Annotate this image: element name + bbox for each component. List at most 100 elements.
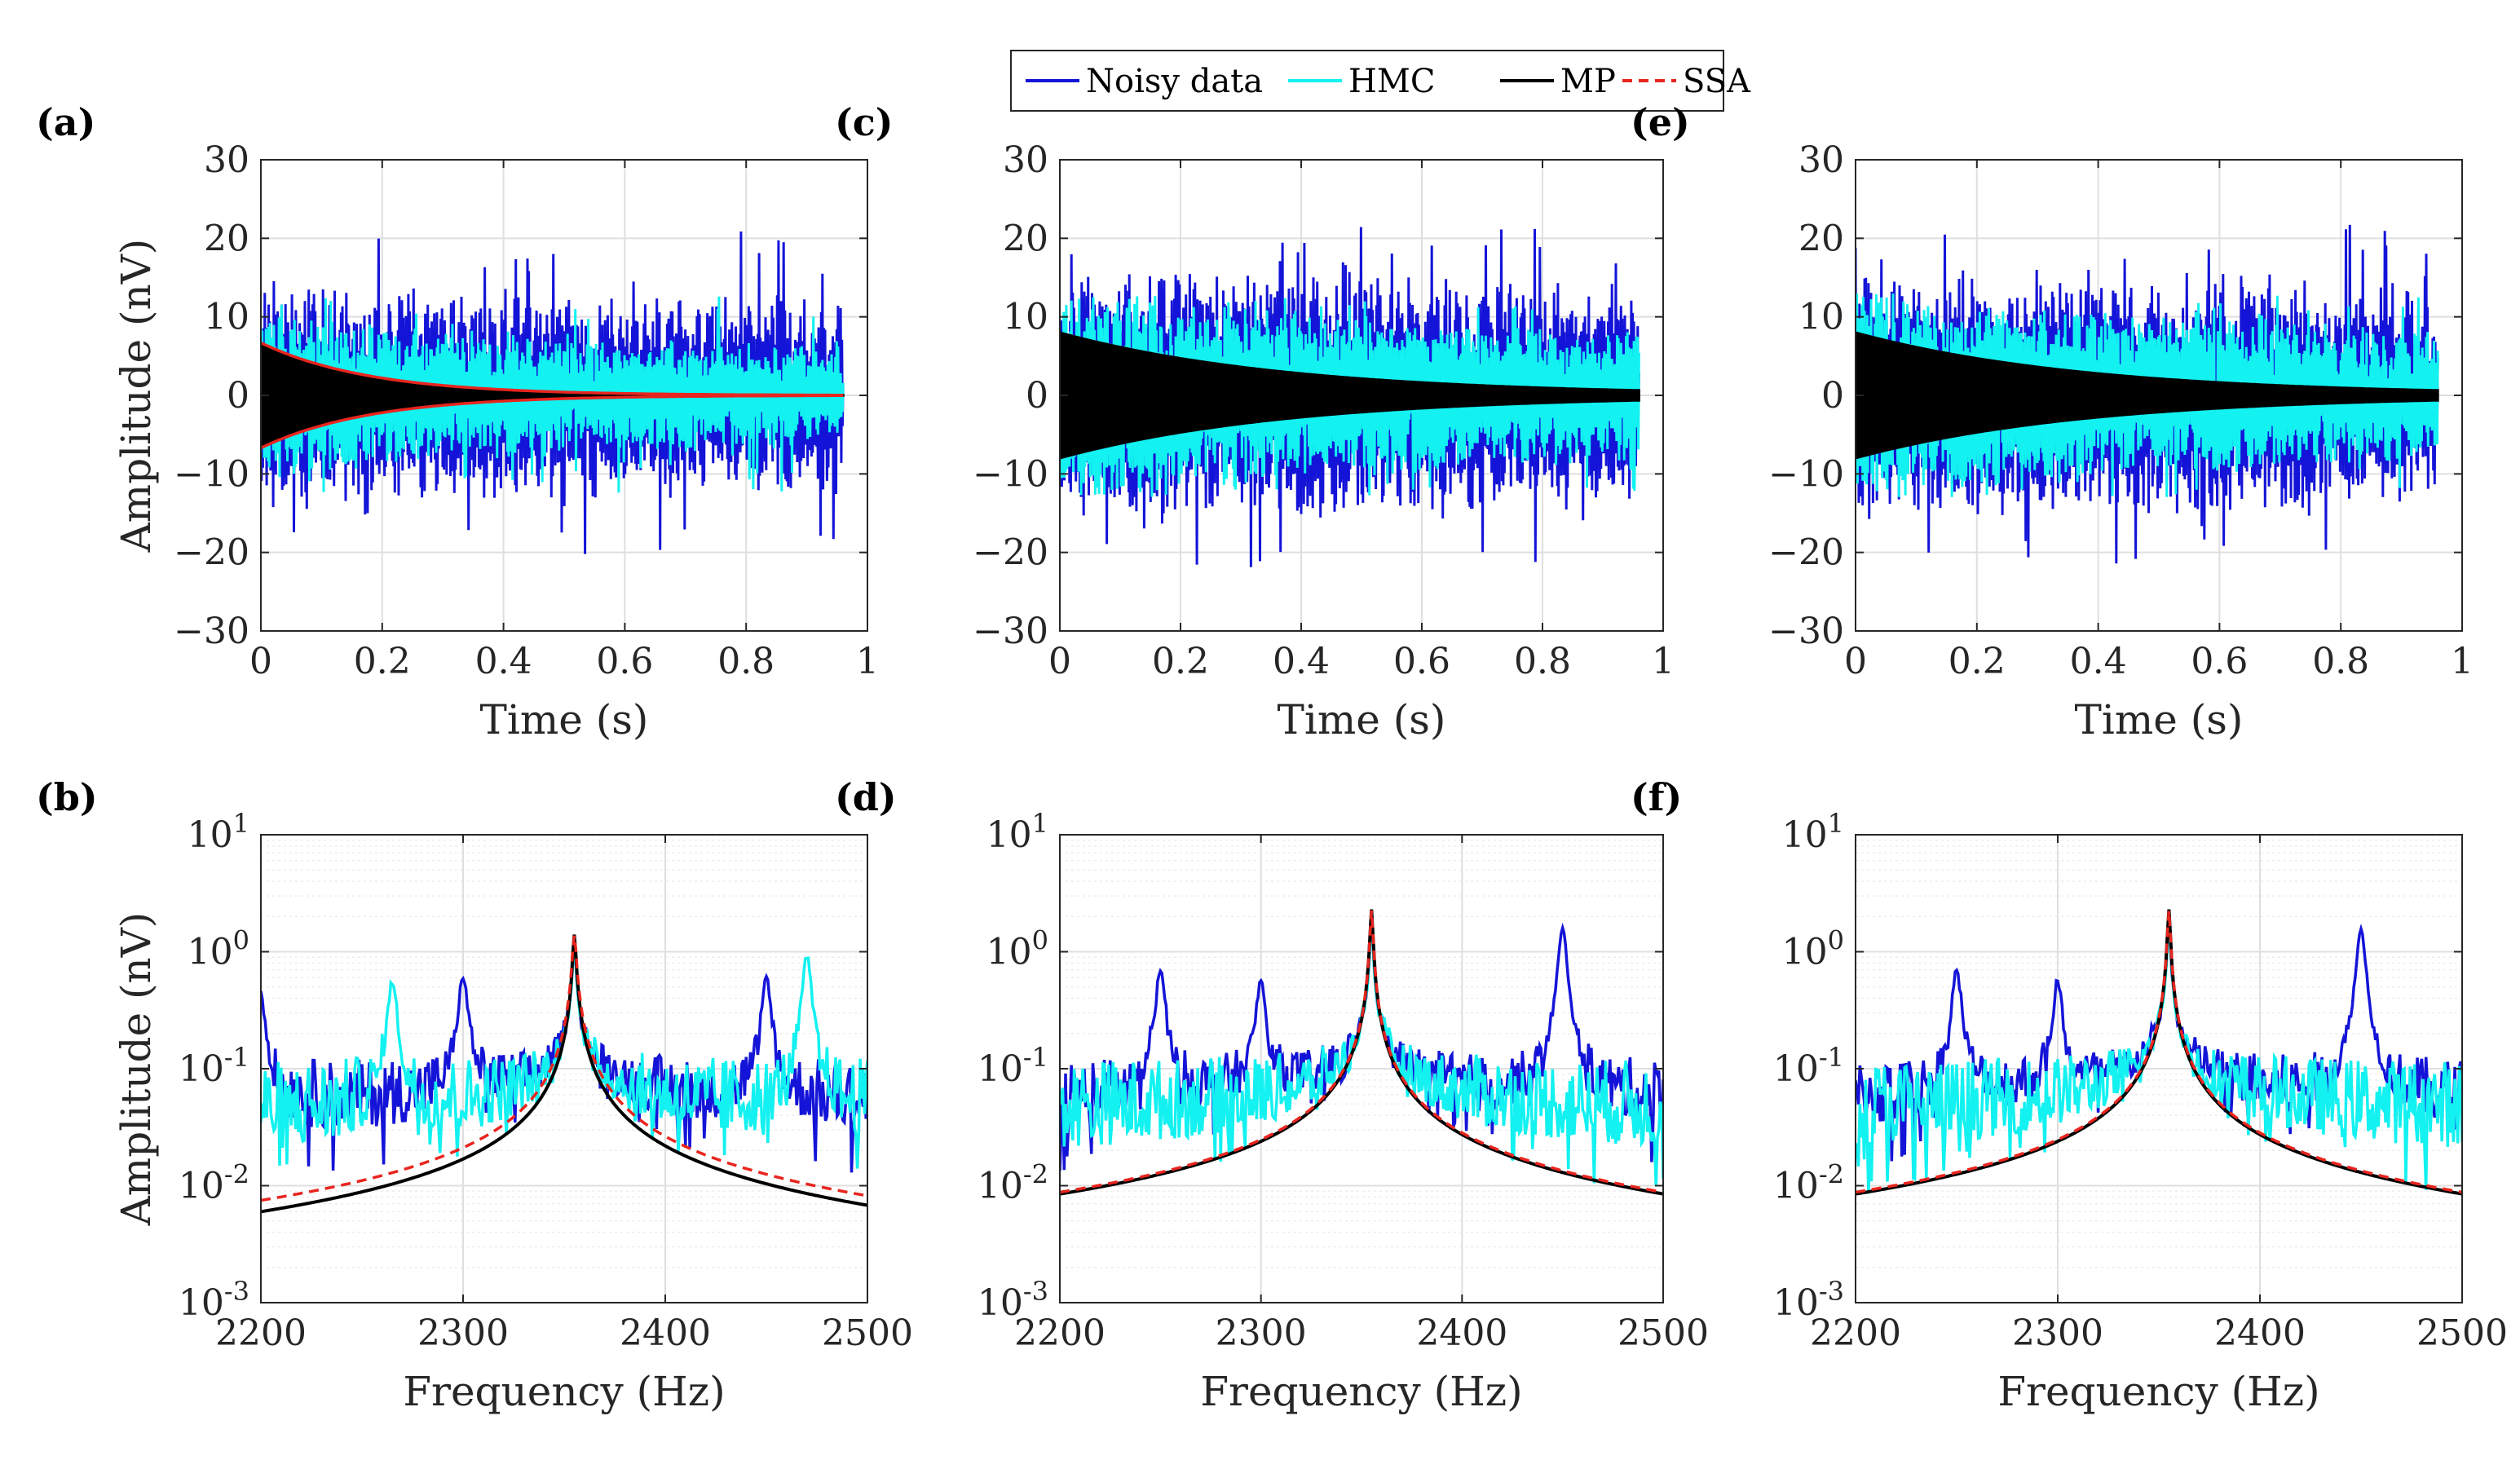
x-tick-label: 0.6: [2191, 641, 2248, 682]
series-mp: [1856, 331, 2439, 460]
x-tick-label: 2300: [1216, 1312, 1307, 1354]
x-tick-label: 0.4: [475, 641, 532, 682]
x-tick-label: 0.8: [2312, 641, 2369, 682]
y-tick-label: 10-2: [1773, 1159, 1844, 1207]
y-tick-label: 20: [204, 218, 249, 259]
series-noisy-data: [261, 231, 845, 554]
x-tick-label: 2300: [417, 1312, 509, 1354]
series-mp: [261, 934, 867, 1214]
x-tick-label: 2200: [1014, 1312, 1106, 1354]
series-mp: [1060, 331, 1640, 460]
y-tick-label: 10: [1003, 297, 1048, 338]
x-tick-label: 0.6: [1393, 641, 1450, 682]
y-tick-label: 10-1: [179, 1042, 249, 1090]
ticks: 0 0.2 0.4 0.6 0.8 1 −30 −20 −10 0 10 20 30: [973, 139, 1675, 682]
ticks: 2200 2300 2400 2500 10-3 10-2 10-1 100 101: [179, 808, 913, 1354]
panel-label: (b): [36, 775, 98, 819]
y-tick-label: −30: [973, 611, 1048, 652]
panel-label: (d): [835, 775, 897, 819]
panel-b: 2200 2300 2400 2500 10-3 10-2 10-1 100 101 Freque…: [36, 775, 913, 1415]
panel-label: (c): [835, 100, 894, 144]
y-tick-label: 100: [188, 925, 249, 973]
legend-label-mp: MP: [1560, 63, 1616, 100]
legend-label-noisy: Noisy data: [1086, 63, 1263, 100]
panel-label: (a): [36, 100, 95, 144]
y-tick-label: 101: [188, 808, 249, 856]
y-tick-label: −20: [1768, 532, 1844, 574]
series-group: [1060, 909, 1663, 1196]
x-axis-label: Time (s): [480, 696, 649, 743]
series-mp: [1856, 909, 2462, 1196]
y-tick-label: 10-3: [978, 1276, 1048, 1324]
x-tick-label: 0.8: [717, 641, 775, 682]
y-tick-label: 20: [1798, 218, 1844, 259]
y-tick-label: 101: [1782, 808, 1844, 856]
x-tick-label: 0.2: [1152, 641, 1209, 682]
x-tick-label: 1: [2451, 641, 2474, 682]
y-tick-label: 10-1: [1773, 1042, 1844, 1090]
series-mp: [1060, 909, 1663, 1196]
x-tick-label: 2300: [2012, 1312, 2103, 1354]
x-tick-label: 0: [249, 641, 272, 682]
series-noisy-data: [1856, 224, 2439, 564]
panel-d: 2200 2300 2400 2500 10-3 10-2 10-1 100 101 Freque…: [835, 775, 1709, 1415]
series-hmc: [1856, 293, 2439, 497]
legend-box: [1010, 50, 1724, 112]
series-hmc: [261, 296, 845, 493]
y-tick-label: 30: [1003, 139, 1048, 181]
y-tick-label: 10: [204, 297, 249, 338]
y-tick-label: −30: [174, 611, 249, 652]
x-tick-label: 0: [1048, 641, 1071, 682]
y-tick-label: 10-2: [179, 1159, 249, 1207]
x-tick-label: 1: [1652, 641, 1675, 682]
series-ssa: [1856, 910, 2462, 1194]
x-axis-label: Frequency (Hz): [1997, 1368, 2319, 1415]
y-tick-label: 100: [1782, 925, 1844, 973]
y-tick-label: 10-1: [978, 1042, 1048, 1090]
x-axis-label: Time (s): [1278, 696, 1446, 743]
x-tick-label: 2500: [822, 1312, 913, 1354]
series-group: [1060, 227, 1640, 567]
series-group: [1856, 909, 2462, 1196]
y-axis-label: Amplitude (nV): [113, 912, 160, 1227]
x-tick-label: 2200: [215, 1312, 307, 1354]
panel-e: 0 0.2 0.4 0.6 0.8 1 −30 −20 −10 0 10 20 30 Time (s) (e…: [1631, 100, 2474, 743]
series-group: [261, 934, 867, 1214]
y-tick-label: 0: [1821, 375, 1844, 417]
x-tick-label: 0.4: [1273, 641, 1330, 682]
ticks: 2200 2300 2400 2500 10-3 10-2 10-1 100 101: [1773, 808, 2508, 1354]
y-tick-label: 30: [204, 139, 249, 181]
x-tick-label: 2500: [2416, 1312, 2508, 1354]
series-ssa-lower: [261, 394, 844, 450]
series-group: [261, 231, 845, 554]
panel-a: 0 0.2 0.4 0.6 0.8 1 −30 −20 −10 0 10 20 30 Time (s) Am…: [36, 100, 879, 743]
x-tick-label: 2400: [620, 1312, 711, 1354]
x-axis-label: Time (s): [2075, 696, 2244, 743]
x-tick-label: 0.2: [1948, 641, 2006, 682]
y-tick-label: −10: [973, 453, 1048, 495]
x-tick-label: 2400: [1416, 1312, 1507, 1354]
y-tick-label: 20: [1003, 218, 1048, 259]
series-group: [1856, 224, 2439, 564]
y-tick-label: −20: [973, 532, 1048, 574]
panel-c: 0 0.2 0.4 0.6 0.8 1 −30 −20 −10 0 10 20 30 Time (s) (c…: [835, 100, 1675, 743]
ticks: 0 0.2 0.4 0.6 0.8 1 −30 −20 −10 0 10 20 30: [1768, 139, 2474, 682]
x-tick-label: 1: [856, 641, 879, 682]
y-tick-label: 100: [986, 925, 1048, 973]
x-tick-label: 0: [1844, 641, 1867, 682]
y-tick-label: −10: [1768, 453, 1844, 495]
legend-label-ssa: SSA: [1683, 63, 1751, 100]
y-tick-label: −10: [174, 453, 249, 495]
y-tick-label: 0: [227, 375, 249, 417]
y-tick-label: 10: [1798, 297, 1844, 338]
x-tick-label: 0.2: [354, 641, 411, 682]
y-tick-label: 10-3: [179, 1276, 249, 1324]
y-tick-label: −30: [1768, 611, 1844, 652]
x-tick-label: 0.6: [596, 641, 653, 682]
grid: [1059, 834, 1664, 1303]
series-ssa: [261, 935, 867, 1202]
x-tick-label: 2500: [1617, 1312, 1709, 1354]
x-tick-label: 0.8: [1514, 641, 1571, 682]
